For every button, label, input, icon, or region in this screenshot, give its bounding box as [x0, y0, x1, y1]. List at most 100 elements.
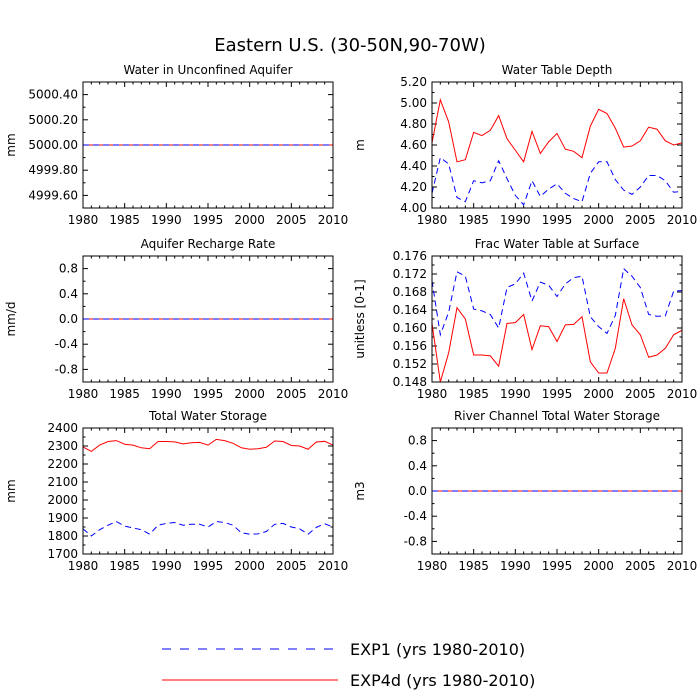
panel-total-water-storage: Total Water Storage mm 1980 1985 1990 1995 200… — [4, 409, 348, 573]
y-axis-label: unitless [0-1] — [353, 279, 367, 358]
x-tick-label: 1995 — [542, 387, 573, 401]
x-tick-label: 1995 — [193, 213, 224, 227]
y-tick-label: 0.0 — [408, 484, 427, 498]
panel-water-table-depth: Water Table Depth m 1980 1985 1990 1995 2000 20… — [353, 63, 697, 227]
x-tick-label: 2000 — [234, 213, 265, 227]
x-tick-label: 1995 — [542, 559, 573, 573]
x-tick-label: 2010 — [318, 213, 349, 227]
y-tick-label: 4.40 — [400, 159, 427, 173]
y-axis-label: mm/d — [4, 301, 18, 336]
x-tick-label: 1980 — [417, 213, 448, 227]
x-tick-label: 2010 — [667, 213, 698, 227]
x-tick-label: 2010 — [667, 559, 698, 573]
panel-water-in-unconfined-aquifer: Water in Unconfined Aquifer mm 1980 1985 199… — [4, 63, 348, 227]
y-tick-label: 5000.20 — [28, 113, 78, 127]
y-tick-label: 1700 — [47, 547, 78, 561]
y-tick-label: 0.176 — [393, 249, 427, 263]
y-tick-label: 0.8 — [59, 262, 78, 276]
y-tick-label: 1900 — [47, 511, 78, 525]
x-tick-label: 2000 — [234, 559, 265, 573]
y-tick-label: 4999.60 — [28, 188, 78, 202]
legend: EXP1 (yrs 1980-2010) EXP4d (yrs 1980-201… — [162, 640, 535, 690]
plot-frame — [431, 255, 683, 383]
y-tick-label: -0.8 — [404, 534, 427, 548]
legend-label-exp4d: EXP4d (yrs 1980-2010) — [350, 671, 535, 690]
x-tick-label: 2000 — [583, 387, 614, 401]
panel-title: Aquifer Recharge Rate — [141, 237, 276, 251]
x-tick-label: 1980 — [417, 387, 448, 401]
x-tick-label: 1990 — [151, 387, 182, 401]
x-tick-label: 2000 — [583, 213, 614, 227]
x-tick-label: 2010 — [667, 387, 698, 401]
panel-title: Total Water Storage — [148, 409, 267, 423]
plot-frame — [82, 427, 334, 555]
x-tick-label: 1980 — [68, 559, 99, 573]
panel-title: Water in Unconfined Aquifer — [123, 63, 292, 77]
y-tick-label: 0.4 — [59, 287, 78, 301]
x-tick-label: 2000 — [583, 559, 614, 573]
panels: Water in Unconfined Aquifer mm 1980 1985 199… — [4, 63, 697, 573]
panel-title: Water Table Depth — [502, 63, 613, 77]
y-tick-label: 2300 — [47, 439, 78, 453]
y-tick-label: 5000.40 — [28, 88, 78, 102]
series-line-exp1 — [431, 267, 683, 337]
plot-frame — [431, 427, 683, 555]
x-tick-label: 1980 — [417, 559, 448, 573]
x-tick-label: 1990 — [500, 559, 531, 573]
y-axis-label: mm — [4, 479, 18, 502]
y-axis-label: m3 — [353, 481, 367, 500]
x-tick-label: 2010 — [318, 559, 349, 573]
x-tick-label: 1985 — [458, 387, 489, 401]
panel-title: River Channel Total Water Storage — [454, 409, 660, 423]
x-tick-label: 2005 — [625, 559, 656, 573]
y-tick-label: 4999.80 — [28, 163, 78, 177]
y-axis-label: m — [353, 139, 367, 151]
y-tick-label: 4.00 — [400, 201, 427, 215]
x-tick-label: 1995 — [193, 559, 224, 573]
y-tick-label: 5.00 — [400, 96, 427, 110]
figure-title: Eastern U.S. (30-50N,90-70W) — [214, 35, 486, 56]
y-tick-label: -0.4 — [55, 337, 78, 351]
y-tick-label: 4.80 — [400, 117, 427, 131]
series-line-exp1 — [82, 521, 334, 537]
y-tick-label: 5000.00 — [28, 138, 78, 152]
y-tick-label: 0.160 — [393, 321, 427, 335]
y-tick-label: -0.8 — [55, 362, 78, 376]
y-tick-label: 0.4 — [408, 459, 427, 473]
series-line-exp1 — [431, 156, 683, 206]
y-tick-label: 2400 — [47, 421, 78, 435]
x-tick-label: 1985 — [109, 559, 140, 573]
plot-frame — [82, 81, 334, 209]
x-tick-label: 1980 — [68, 213, 99, 227]
y-tick-label: 2200 — [47, 457, 78, 471]
x-tick-label: 2005 — [625, 213, 656, 227]
x-tick-label: 1990 — [151, 559, 182, 573]
x-tick-label: 1985 — [458, 213, 489, 227]
series-line-exp4d — [431, 98, 683, 163]
x-tick-label: 1985 — [109, 387, 140, 401]
y-tick-label: 0.168 — [393, 285, 427, 299]
y-tick-label: 4.20 — [400, 180, 427, 194]
x-tick-label: 2005 — [276, 387, 307, 401]
x-tick-label: 2005 — [276, 559, 307, 573]
y-tick-label: 0.172 — [393, 267, 427, 281]
x-tick-label: 1985 — [458, 559, 489, 573]
panel-title: Frac Water Table at Surface — [475, 237, 639, 251]
x-tick-label: 2000 — [234, 387, 265, 401]
y-tick-label: 4.60 — [400, 138, 427, 152]
y-tick-label: 0.8 — [408, 434, 427, 448]
x-tick-label: 1980 — [68, 387, 99, 401]
series-line-exp4d — [82, 438, 334, 452]
y-tick-label: -0.4 — [404, 509, 427, 523]
x-tick-label: 1985 — [109, 213, 140, 227]
plot-frame — [82, 255, 334, 383]
y-tick-label: 0.164 — [393, 303, 427, 317]
y-tick-label: 2000 — [47, 493, 78, 507]
panel-frac-water-table-at-surface: Frac Water Table at Surface unitless [0-1… — [353, 237, 697, 401]
x-tick-label: 1995 — [193, 387, 224, 401]
x-tick-label: 2005 — [276, 213, 307, 227]
panel-aquifer-recharge-rate: Aquifer Recharge Rate mm/d 1980 1985 1990 199… — [4, 237, 348, 401]
y-axis-label: mm — [4, 133, 18, 156]
y-tick-label: 0.0 — [59, 312, 78, 326]
